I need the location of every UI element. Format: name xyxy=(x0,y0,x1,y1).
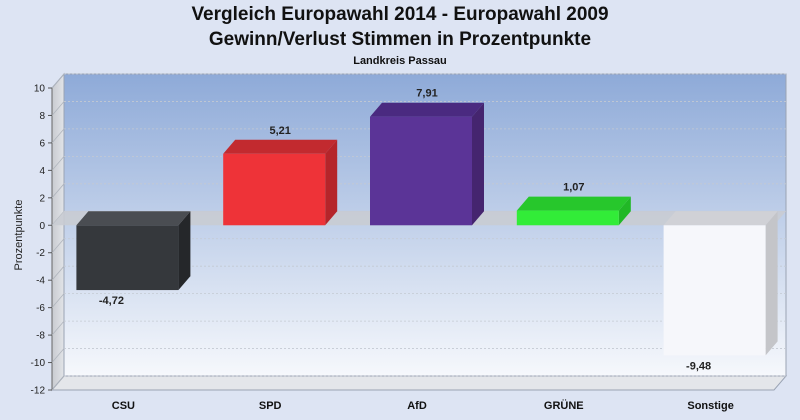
side-wall xyxy=(51,72,65,392)
x-tick-label: Sonstige xyxy=(687,400,733,412)
data-label: -4,72 xyxy=(99,295,124,307)
bar-side xyxy=(472,102,484,226)
bar-group xyxy=(370,102,484,226)
bar-side xyxy=(618,196,631,226)
y-tick-label: 10 xyxy=(34,84,46,95)
labels: 10 8 6 4 2 0 -2 -4 -6 -8 -10 -12 -4,72 CSU 5,21 SPD 7,91… xyxy=(31,84,734,413)
y-tick-label: -8 xyxy=(36,331,45,342)
bar xyxy=(223,153,326,226)
bar-top xyxy=(370,102,484,117)
y-tick-label: 0 xyxy=(39,221,45,232)
grid-line-depth xyxy=(51,348,65,363)
y-axis-label: Prozentpunkte xyxy=(13,200,25,271)
y-tick-label: 8 xyxy=(39,111,45,122)
grid-line-depth xyxy=(51,101,65,116)
grid-line-depth xyxy=(51,73,65,89)
x-tick-label: AfD xyxy=(407,400,427,412)
x-tick-label: CSU xyxy=(112,400,135,412)
grid-line-depth xyxy=(51,238,65,253)
bar xyxy=(76,225,179,291)
y-tick-label: -12 xyxy=(31,386,46,397)
chart-title: Vergleich Europawahl 2014 - Europawahl 2… xyxy=(191,4,609,25)
y-tick-label: -10 xyxy=(31,358,46,369)
grid-line-depth xyxy=(51,320,65,336)
data-label: -9,48 xyxy=(686,360,711,372)
bar-group xyxy=(663,211,778,356)
y-tick-label: 4 xyxy=(39,166,45,177)
bar-top xyxy=(663,211,778,226)
floor xyxy=(50,375,788,391)
grid-line-depth xyxy=(51,293,65,308)
data-label: 5,21 xyxy=(269,125,290,137)
chart-subtitle: Gewinn/Verlust Stimmen in Prozentpunkte xyxy=(208,29,592,50)
bar xyxy=(663,225,766,356)
grid-line-depth xyxy=(51,183,65,199)
bar-top xyxy=(223,139,338,154)
data-label: 1,07 xyxy=(563,182,584,194)
bar-group xyxy=(516,196,631,226)
y-tick-label: 2 xyxy=(39,193,45,204)
data-label: 7,91 xyxy=(416,88,437,100)
bar-group xyxy=(76,211,191,291)
bar-top xyxy=(516,196,631,211)
bar-group xyxy=(223,139,338,226)
bar-side xyxy=(765,211,778,356)
bars xyxy=(76,102,778,356)
grid-line-depth xyxy=(51,375,65,391)
y-tick-label: 6 xyxy=(39,138,45,149)
bar-side xyxy=(325,139,338,226)
y-tick-label: -6 xyxy=(36,303,45,314)
grid-line-depth xyxy=(51,265,65,281)
chart-caption: Landkreis Passau xyxy=(353,55,447,67)
bar xyxy=(516,210,619,226)
grid-line-depth xyxy=(51,128,65,144)
bar xyxy=(370,116,472,226)
x-tick-label: SPD xyxy=(259,400,282,412)
y-tick-label: -2 xyxy=(36,248,45,259)
y-tick-label: -4 xyxy=(36,276,45,287)
bar-side xyxy=(178,211,191,291)
x-tick-label: GRÜNE xyxy=(544,399,584,412)
bar-top xyxy=(76,211,191,226)
grid-line-depth xyxy=(51,156,65,171)
